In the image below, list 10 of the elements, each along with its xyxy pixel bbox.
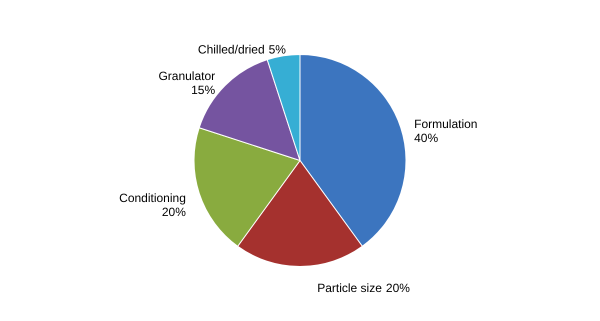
slice-label: Chilled/dried: [198, 42, 265, 56]
data-label: 20%: [162, 205, 186, 220]
data-label: 20%: [386, 281, 410, 295]
data-label: 40%: [414, 130, 438, 145]
slice-label: Particle size: [317, 281, 382, 295]
slice-label: Granulator: [158, 69, 216, 84]
slice-label: Conditioning: [119, 191, 186, 206]
data-label: 15%: [191, 83, 216, 98]
data-label: 5%: [268, 42, 286, 56]
slice-label: Formulation: [414, 116, 478, 131]
